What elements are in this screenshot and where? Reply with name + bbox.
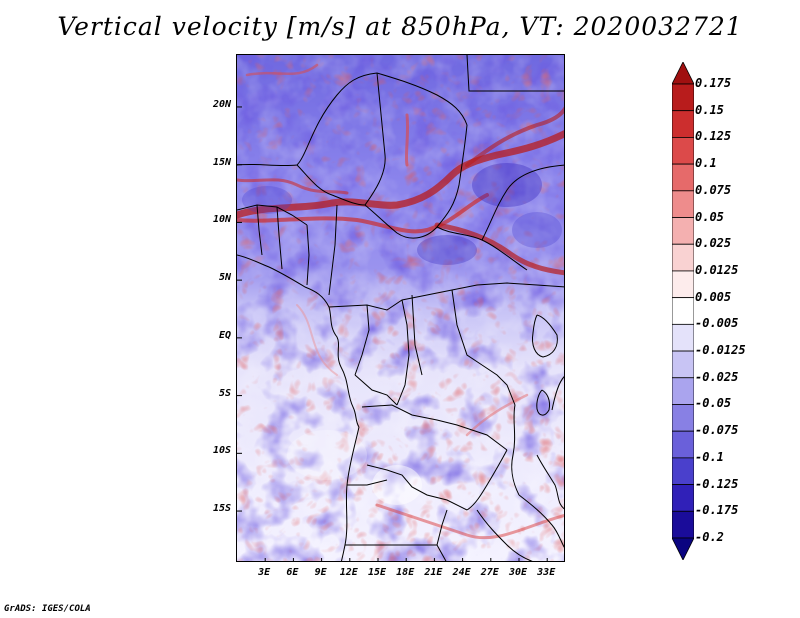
colorbar-swatch [672,110,694,138]
colorbar-level-label: 0.05 [695,209,724,224]
colorbar-swatch [672,430,694,459]
colorbar [672,62,694,560]
colorbar-swatch [672,243,694,272]
x-tick-label: 15E [367,567,387,578]
colorbar-level-label: -0.125 [695,476,739,491]
colorbar-level-label: -0.05 [695,396,732,411]
colorbar-level-label: -0.2 [695,530,724,544]
colorbar-swatch [672,510,694,539]
colorbar-swatch [672,83,694,112]
colorbar-level-label: 0.005 [695,289,732,304]
colorbar-swatch [672,377,694,405]
colorbar-swatch [672,457,694,485]
x-tick-label: 27E [480,567,499,578]
y-tick-label: 15N [212,156,231,168]
vertical-velocity-map [237,55,564,561]
country-borders [237,55,564,561]
colorbar-swatch [672,404,694,432]
x-tick-label: 12E [339,567,358,578]
colorbar-top-arrow [672,62,694,85]
x-tick-label: 3E [258,567,271,578]
x-tick-label: 21E [424,567,443,578]
colorbar-swatch [672,217,694,245]
colorbar-level-label: 0.175 [695,76,732,90]
y-axis-ticks [237,106,242,512]
colorbar-swatch [672,297,694,325]
y-tick-label: 10N [212,214,231,226]
y-tick-label: 5N [218,272,231,284]
x-tick-label: 9E [314,567,327,578]
colorbar-level-label: -0.075 [695,423,739,438]
colorbar-swatch [672,137,694,165]
colorbar-level-label: -0.175 [695,503,739,518]
colorbar-level-label: 0.075 [695,182,732,197]
colorbar-level-label: -0.1 [695,449,724,464]
colorbar-bottom-arrow [672,537,694,560]
x-tick-label: 33E [537,567,556,578]
map-title: Vertical velocity [m/s] at 850hPa, VT: 2… [57,12,743,41]
colorbar-level-label: -0.025 [695,369,739,384]
colorbar-level-label: 0.1 [695,156,717,171]
y-tick-label: 10S [212,445,231,457]
y-tick-label: 5S [218,387,231,399]
colorbar-swatch [672,270,694,299]
colorbar-level-label: 0.15 [695,102,724,117]
map-panel [236,54,565,562]
colorbar-swatch [672,350,694,379]
colorbar-swatch [672,484,694,512]
colorbar-swatch [672,190,694,218]
colorbar-level-label: 0.025 [695,236,732,251]
x-axis-ticks [264,558,548,561]
colorbar-level-label: -0.005 [695,316,739,331]
grads-credit: GrADS: IGES/COLA [4,604,91,614]
x-tick-label: 24E [452,567,471,578]
y-tick-label: 15S [212,503,231,515]
x-tick-label: 18E [396,567,415,578]
colorbar-level-label: -0.0125 [695,343,746,358]
colorbar-swatch [672,163,694,192]
colorbar-level-label: 0.0125 [695,262,739,277]
angola-coast [340,426,360,561]
y-tick-label: 20N [212,98,231,110]
colorbar-level-label: 0.125 [695,129,732,144]
west-africa-coast [237,254,360,428]
ascent-bands [237,63,564,540]
y-tick-label: EQ [218,329,231,341]
subsidence-patches [242,163,562,505]
colorbar-swatch [672,323,694,352]
x-tick-label: 30E [508,567,528,578]
x-tick-label: 6E [286,567,299,578]
